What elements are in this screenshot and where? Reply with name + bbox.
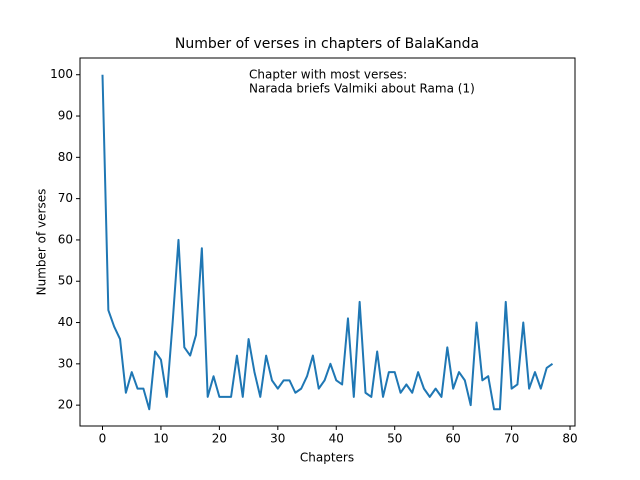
x-tick-label: 10	[153, 432, 168, 446]
x-axis-label: Chapters	[300, 451, 354, 465]
y-tick-label: 90	[58, 109, 73, 123]
plot-frame	[79, 57, 576, 427]
y-tick-label: 30	[58, 356, 73, 370]
y-tick-label: 40	[58, 315, 73, 329]
x-tick-label: 80	[562, 432, 577, 446]
y-tick-label: 70	[58, 191, 73, 205]
y-tick-label: 60	[58, 232, 73, 246]
y-tick-label: 20	[58, 398, 73, 412]
x-tick-label: 40	[329, 432, 344, 446]
x-tick-label: 20	[212, 432, 227, 446]
x-tick-label: 60	[446, 432, 461, 446]
annotation: Chapter with most verses:	[249, 68, 407, 82]
annotation: Narada briefs Valmiki about Rama (1)	[249, 82, 475, 96]
y-tick-label: 100	[50, 67, 73, 81]
x-tick-label: 50	[387, 432, 402, 446]
line-series	[101, 74, 554, 411]
y-tick-label: 50	[58, 274, 73, 288]
x-tick-label: 0	[99, 432, 107, 446]
y-tick-label: 80	[58, 150, 73, 164]
x-tick-label: 70	[504, 432, 519, 446]
x-tick-label: 30	[270, 432, 285, 446]
y-axis-label: Number of verses	[35, 189, 49, 296]
chart-title: Number of verses in chapters of BalaKand…	[175, 36, 479, 52]
